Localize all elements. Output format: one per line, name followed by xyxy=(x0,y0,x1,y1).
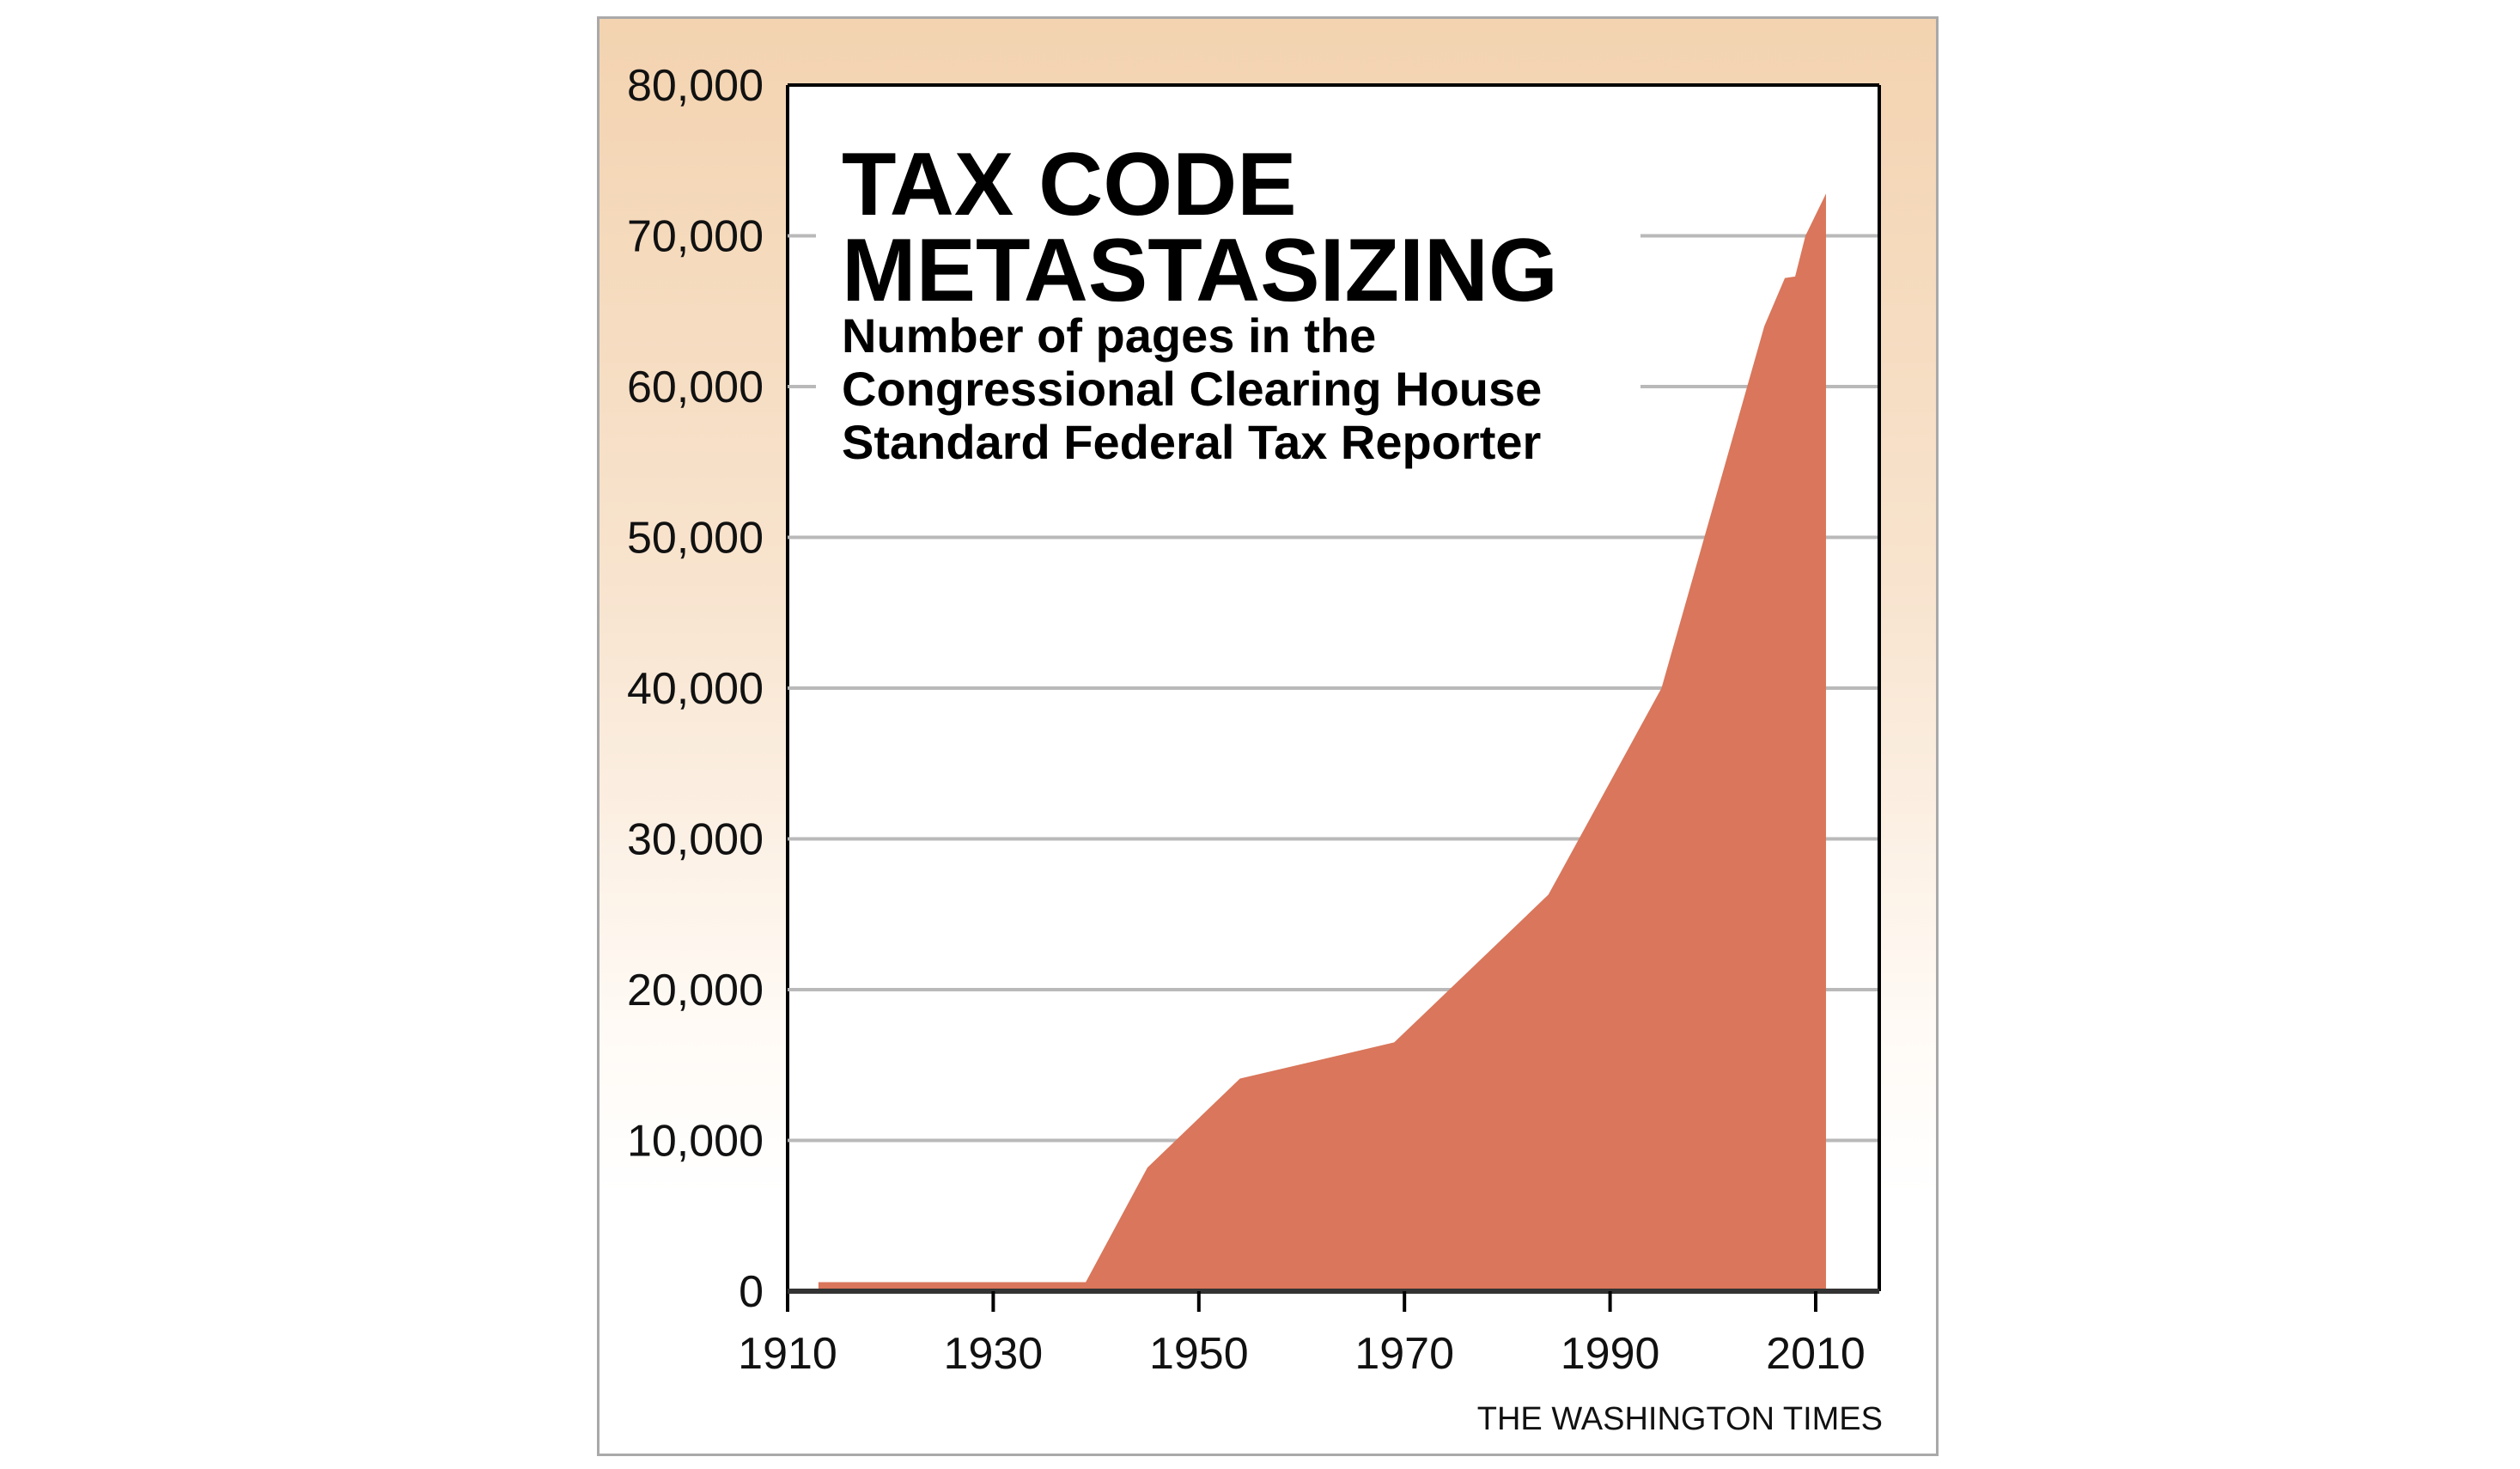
x-tick-label: 1910 xyxy=(738,1329,837,1379)
x-tick-label: 1990 xyxy=(1561,1329,1660,1379)
x-tick-label: 2010 xyxy=(1766,1329,1866,1379)
y-tick-label: 80,000 xyxy=(627,61,764,111)
x-tick-labels: 1910 1930 1950 1970 1990 2010 xyxy=(738,1329,1866,1379)
source-credit: THE WASHINGTON TIMES xyxy=(1477,1401,1883,1437)
y-tick-label: 0 xyxy=(739,1267,764,1317)
y-tick-label: 40,000 xyxy=(627,664,764,714)
x-tick-label: 1950 xyxy=(1149,1329,1249,1379)
area-series xyxy=(818,193,1826,1292)
y-tick-label: 50,000 xyxy=(627,514,764,564)
title-background xyxy=(816,129,1640,481)
y-tick-label: 30,000 xyxy=(627,815,764,865)
chart-subtitle-line-1: Number of pages in the xyxy=(842,308,1376,363)
x-tick-label: 1930 xyxy=(944,1329,1044,1379)
chart-subtitle-line-3: Standard Federal Tax Reporter xyxy=(842,415,1541,469)
x-tick-label: 1970 xyxy=(1354,1329,1454,1379)
y-tick-labels: 0 10,000 20,000 30,000 40,000 50,000 60,000 70,… xyxy=(627,61,764,1317)
chart-subtitle-line-2: Congressional Clearing House xyxy=(842,362,1542,416)
y-tick-label: 10,000 xyxy=(627,1117,764,1167)
axes xyxy=(786,83,1881,1312)
chart-title-line-2: METASTASIZING xyxy=(842,221,1558,320)
chart-title-block: TAX CODE METASTASIZING Number of pages i… xyxy=(816,129,1640,481)
y-tick-label: 60,000 xyxy=(627,363,764,412)
chart-title-line-1: TAX CODE xyxy=(842,135,1297,235)
y-tick-label: 20,000 xyxy=(627,966,764,1015)
y-tick-label: 70,000 xyxy=(627,212,764,262)
